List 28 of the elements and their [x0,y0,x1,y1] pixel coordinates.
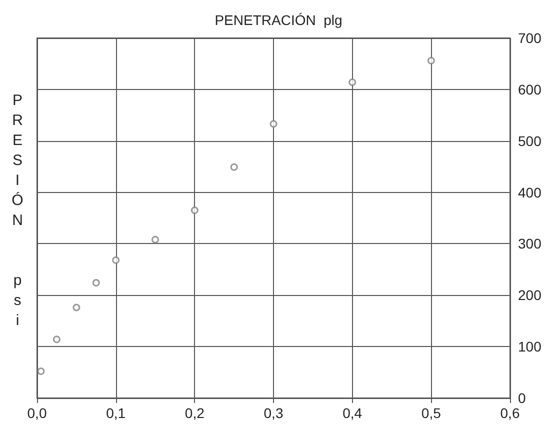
point [52,336,60,344]
x-tick-label: 0,0 [27,405,47,421]
y-tick-label: 400 [518,184,542,200]
x-tick-label: 0,2 [184,405,205,421]
x-tick-label: 0,6 [500,405,520,421]
point [270,120,278,128]
y-tick-label: 200 [518,287,542,304]
point [37,368,45,376]
y-tick-label: 500 [518,132,542,149]
point [190,206,198,214]
point [427,56,435,64]
y-tick-label: 700 [518,30,542,46]
y-tick-label: 0 [518,390,526,406]
point [92,279,100,287]
chart-title: PENETRACIÓN plg [214,12,342,28]
point [152,236,159,244]
x-tick-label: 0,1 [106,405,126,421]
point [112,256,120,264]
x-tick-label: 0,3 [264,405,284,421]
x-tick-label: 0,5 [421,405,442,421]
point [72,304,80,312]
x-tick-label: 0,4 [342,405,362,421]
point [230,163,238,171]
y-tick-label: 100 [518,338,542,355]
point [348,78,356,86]
y-axis-title: PRESIÓN psi [9,92,26,332]
y-tick-label: 600 [518,81,542,98]
y-tick-label: 300 [518,236,542,252]
